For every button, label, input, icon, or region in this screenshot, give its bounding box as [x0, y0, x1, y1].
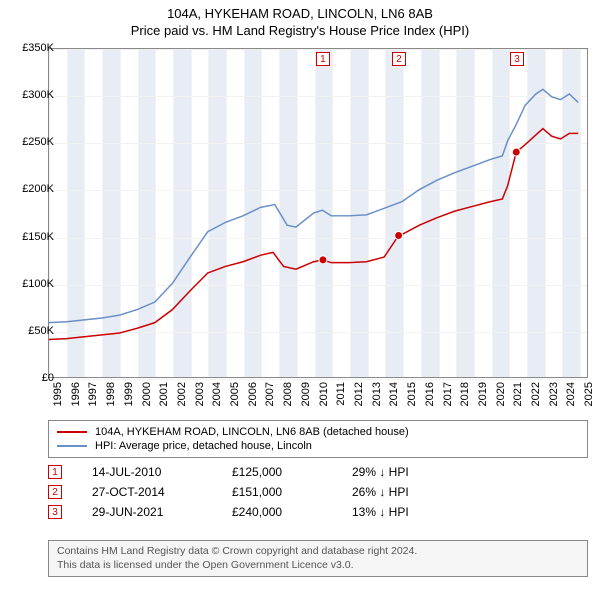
- legend-label: HPI: Average price, detached house, Linc…: [95, 440, 312, 452]
- sale-hpi-delta: 26% ↓ HPI: [352, 485, 472, 499]
- sales-table: 1 14-JUL-2010£125,00029% ↓ HPI 2 27-OCT-201…: [48, 462, 588, 522]
- xtick-label: 2023: [548, 382, 560, 406]
- xtick-label: 2013: [371, 382, 383, 406]
- sale-point-2: [395, 232, 403, 240]
- ytick-label: £150K: [10, 231, 54, 243]
- legend-swatch: [57, 431, 87, 433]
- xtick-label: 2006: [247, 382, 259, 406]
- ytick-label: £350K: [10, 42, 54, 54]
- ytick-label: £300K: [10, 89, 54, 101]
- series-price_paid: [49, 129, 578, 340]
- series-hpi: [49, 89, 578, 322]
- ytick-label: £0: [10, 372, 54, 384]
- sale-point-1: [319, 256, 327, 264]
- xtick-label: 2010: [318, 382, 330, 406]
- sale-date: 29-JUN-2021: [92, 505, 232, 519]
- xtick-label: 2020: [495, 382, 507, 406]
- sale-marker-2: 2: [392, 52, 406, 66]
- legend-row: HPI: Average price, detached house, Linc…: [57, 439, 579, 453]
- title-line2: Price paid vs. HM Land Registry's House …: [0, 23, 600, 40]
- title-block: 104A, HYKEHAM ROAD, LINCOLN, LN6 8AB Pri…: [0, 0, 600, 40]
- xtick-label: 2018: [459, 382, 471, 406]
- ytick-label: £100K: [10, 278, 54, 290]
- ytick-label: £250K: [10, 136, 54, 148]
- ytick-label: £200K: [10, 183, 54, 195]
- sale-hpi-delta: 29% ↓ HPI: [352, 465, 472, 479]
- xtick-label: 2016: [424, 382, 436, 406]
- legend-swatch: [57, 445, 87, 447]
- sales-row: 1 14-JUL-2010£125,00029% ↓ HPI: [48, 462, 588, 482]
- sale-marker-box: 2: [48, 485, 62, 499]
- legend-label: 104A, HYKEHAM ROAD, LINCOLN, LN6 8AB (de…: [95, 426, 409, 438]
- sales-row: 3 29-JUN-2021£240,00013% ↓ HPI: [48, 502, 588, 522]
- sale-price: £151,000: [232, 485, 352, 499]
- xtick-label: 2004: [211, 382, 223, 406]
- sale-price: £240,000: [232, 505, 352, 519]
- sale-price: £125,000: [232, 465, 352, 479]
- xtick-label: 2025: [583, 382, 595, 406]
- xtick-label: 1996: [70, 382, 82, 406]
- xtick-label: 1995: [52, 382, 64, 406]
- xtick-label: 1998: [105, 382, 117, 406]
- xtick-label: 2021: [512, 382, 524, 406]
- sales-row: 2 27-OCT-2014£151,00026% ↓ HPI: [48, 482, 588, 502]
- xtick-label: 2007: [264, 382, 276, 406]
- legend-box: 104A, HYKEHAM ROAD, LINCOLN, LN6 8AB (de…: [48, 420, 588, 458]
- sale-point-3: [512, 148, 520, 156]
- sale-marker-1: 1: [316, 52, 330, 66]
- gridline-horizontal: [49, 379, 587, 380]
- xtick-label: 2019: [477, 382, 489, 406]
- xtick-label: 2015: [406, 382, 418, 406]
- xtick-label: 2022: [530, 382, 542, 406]
- sale-date: 14-JUL-2010: [92, 465, 232, 479]
- xtick-label: 1999: [123, 382, 135, 406]
- footer-line1: Contains HM Land Registry data © Crown c…: [57, 545, 579, 559]
- ytick-label: £50K: [10, 325, 54, 337]
- xtick-label: 2012: [353, 382, 365, 406]
- sale-marker-box: 1: [48, 465, 62, 479]
- xtick-label: 2024: [565, 382, 577, 406]
- xtick-label: 1997: [87, 382, 99, 406]
- xtick-label: 2014: [388, 382, 400, 406]
- footer-line2: This data is licensed under the Open Gov…: [57, 559, 579, 573]
- chart-container: 104A, HYKEHAM ROAD, LINCOLN, LN6 8AB Pri…: [0, 0, 600, 590]
- chart-plot-area: [48, 48, 588, 378]
- sale-marker-3: 3: [510, 52, 524, 66]
- footer-box: Contains HM Land Registry data © Crown c…: [48, 540, 588, 577]
- xtick-label: 2001: [158, 382, 170, 406]
- xtick-label: 2002: [176, 382, 188, 406]
- xtick-label: 2005: [229, 382, 241, 406]
- legend-row: 104A, HYKEHAM ROAD, LINCOLN, LN6 8AB (de…: [57, 425, 579, 439]
- xtick-label: 2011: [335, 382, 347, 406]
- xtick-label: 2000: [141, 382, 153, 406]
- xtick-label: 2009: [300, 382, 312, 406]
- xtick-label: 2003: [194, 382, 206, 406]
- line-chart-svg: [49, 49, 587, 377]
- xtick-label: 2017: [442, 382, 454, 406]
- sale-marker-box: 3: [48, 505, 62, 519]
- sale-date: 27-OCT-2014: [92, 485, 232, 499]
- sale-hpi-delta: 13% ↓ HPI: [352, 505, 472, 519]
- xtick-label: 2008: [282, 382, 294, 406]
- title-line1: 104A, HYKEHAM ROAD, LINCOLN, LN6 8AB: [0, 6, 600, 23]
